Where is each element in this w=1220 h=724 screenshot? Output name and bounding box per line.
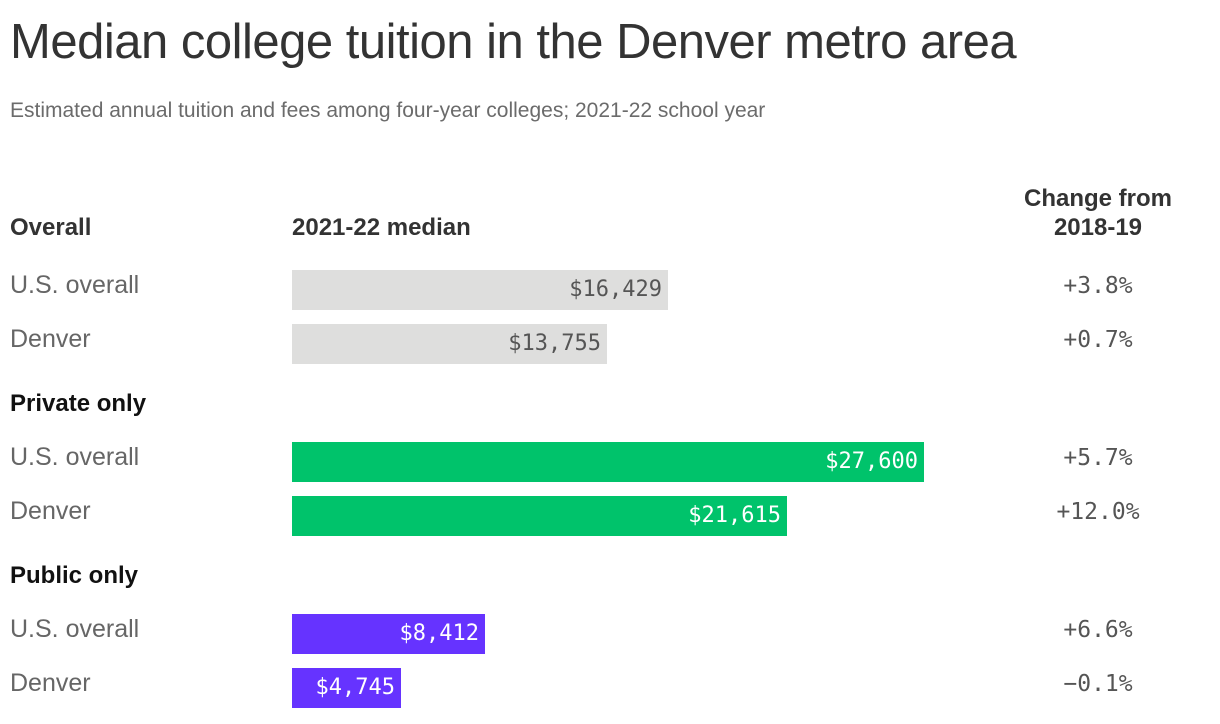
column-header-median: 2021-22 median [292,214,471,241]
bar [292,324,607,364]
bar [292,496,787,536]
row-label: U.S. overall [10,615,140,643]
section-header: Public only [10,562,139,589]
change-value: +5.7% [1063,445,1133,471]
bar [292,442,924,482]
row-label: Denver [10,497,91,525]
column-header-group: Overall [10,214,92,241]
bar [292,668,401,708]
change-value: +3.8% [1063,273,1133,299]
bar [292,270,668,310]
chart-title: Median college tuition in the Denver met… [10,15,1017,69]
bar-value-label: $8,412 [399,621,479,646]
row-label: U.S. overall [10,271,140,299]
bar-value-label: $4,745 [315,675,395,700]
bar-value-label: $16,429 [569,277,662,302]
bar-value-label: $13,755 [508,331,601,356]
change-value: −0.1% [1063,671,1133,697]
change-value: +12.0% [1056,499,1140,525]
change-value: +6.6% [1063,617,1133,643]
row-label: Denver [10,325,91,353]
bar [292,614,485,654]
bar-value-label: $27,600 [825,449,918,474]
bar-value-label: $21,615 [688,503,781,528]
section-header: Private only [10,390,147,417]
column-header-change: Change from 2018-19 [1023,185,1172,241]
chart-subtitle: Estimated annual tuition and fees among … [10,99,766,122]
row-label: U.S. overall [10,443,140,471]
change-value: +0.7% [1063,327,1133,353]
row-label: Denver [10,669,91,697]
